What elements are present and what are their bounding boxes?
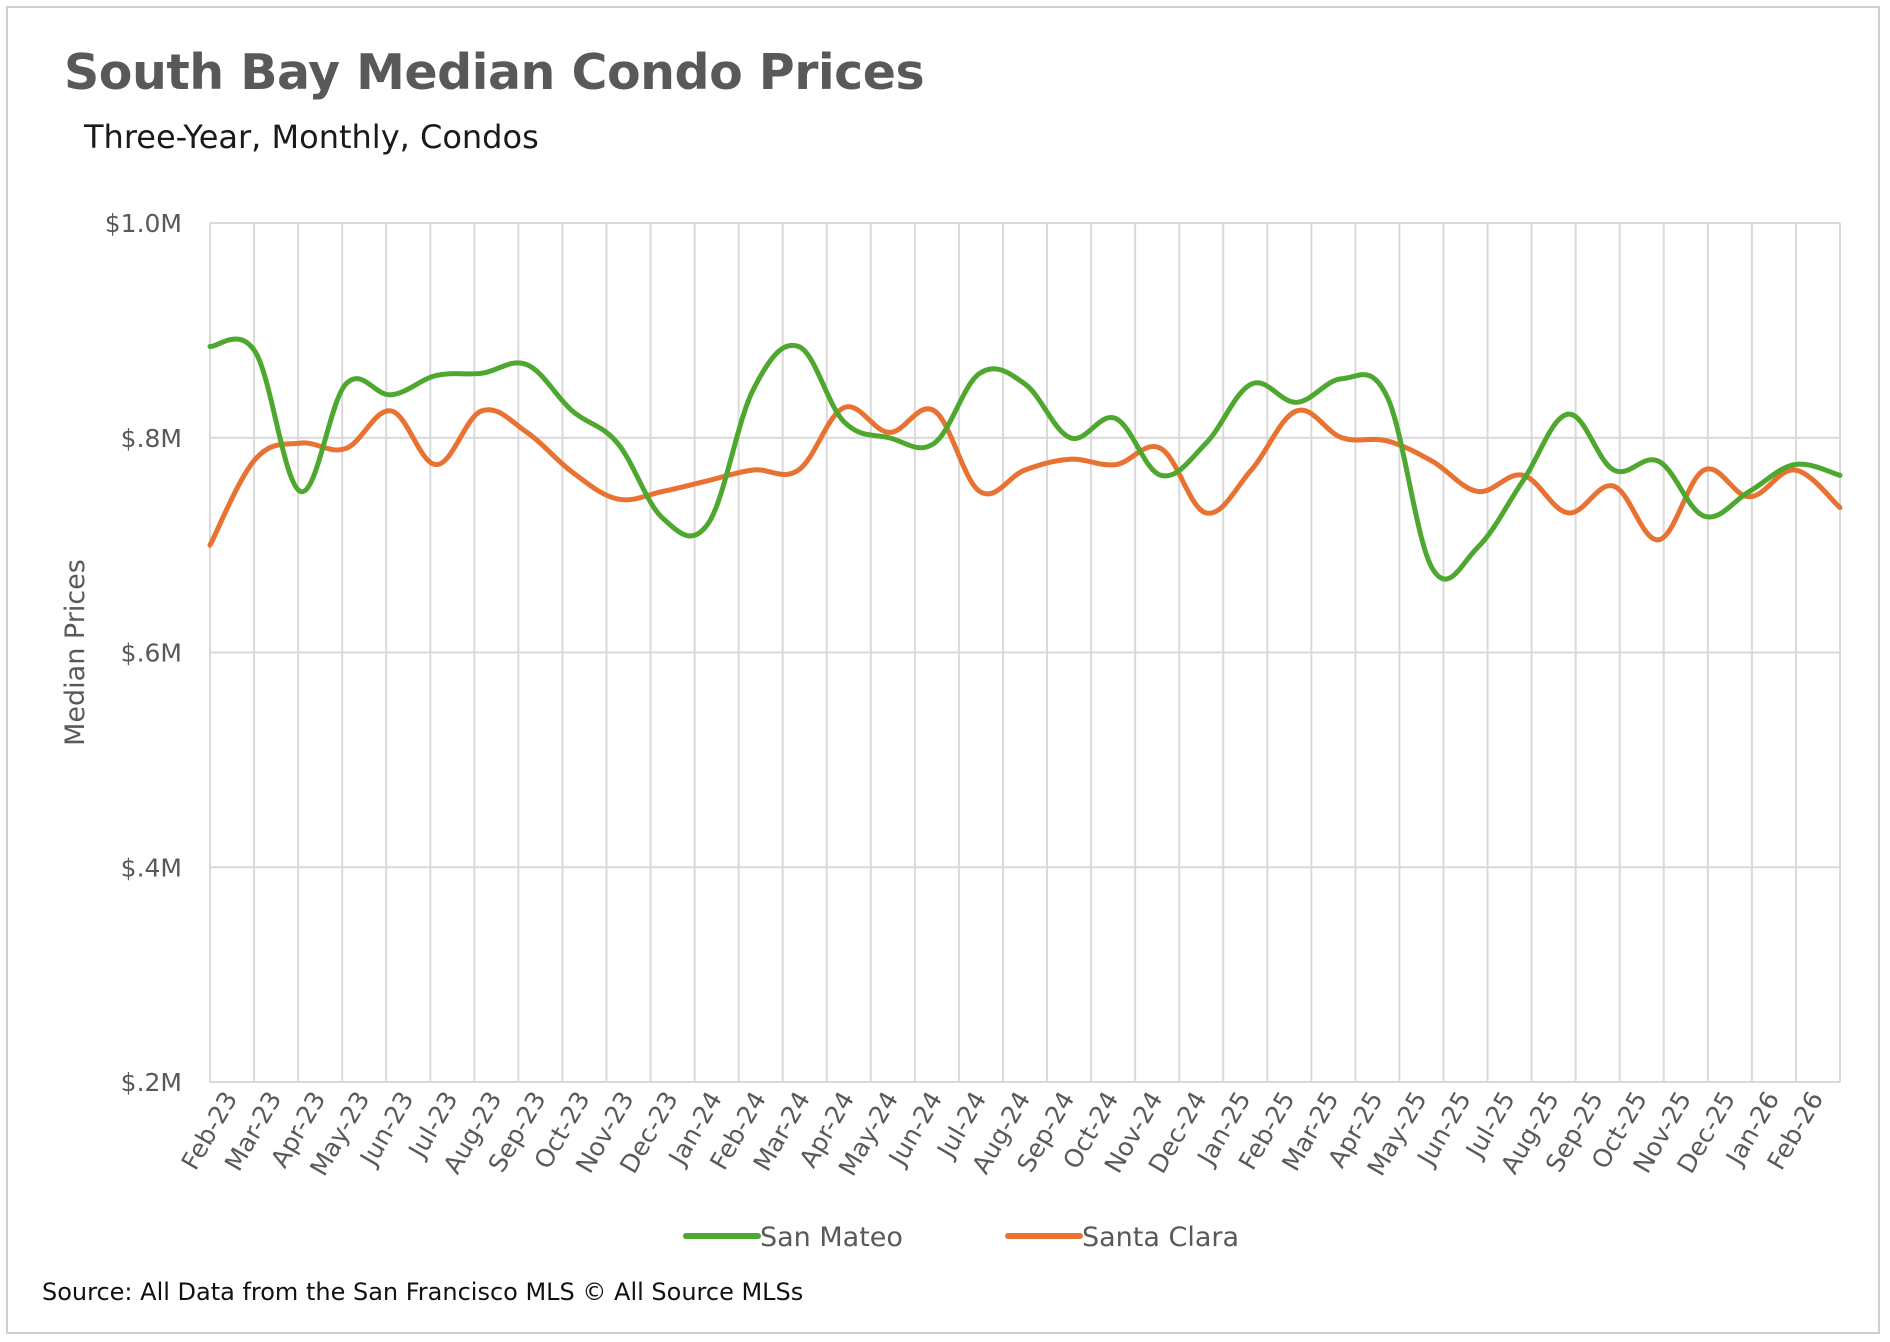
y-axis-label: Median Prices xyxy=(60,559,91,746)
x-axis-ticks: Feb-23Mar-23Apr-23May-23Jun-23Jul-23Aug-… xyxy=(176,1087,1830,1181)
y-tick-label: $.8M xyxy=(121,424,182,453)
y-tick-label: $.6M xyxy=(121,639,182,668)
chart-subtitle: Three-Year, Monthly, Condos xyxy=(84,118,539,156)
chart-frame xyxy=(6,6,1880,1334)
series-line-santa-clara xyxy=(207,404,1843,548)
legend: San Mateo Santa Clara xyxy=(683,1222,1239,1253)
y-tick-label: $.4M xyxy=(121,853,182,882)
y-tick-label: $1.0M xyxy=(105,209,182,238)
gridlines xyxy=(209,222,1841,1083)
chart-title: South Bay Median Condo Prices xyxy=(64,44,925,101)
legend-label-santa-clara: Santa Clara xyxy=(1082,1222,1239,1253)
y-axis-ticks: $.2M $.4M $.6M $.8M $1.0M xyxy=(105,209,182,1097)
legend-label-san-mateo: San Mateo xyxy=(760,1222,903,1253)
series-lines xyxy=(207,336,1843,582)
series-line-san-mateo xyxy=(207,336,1843,582)
source-note: Source: All Data from the San Francisco … xyxy=(42,1278,804,1306)
y-tick-label: $.2M xyxy=(121,1068,182,1097)
